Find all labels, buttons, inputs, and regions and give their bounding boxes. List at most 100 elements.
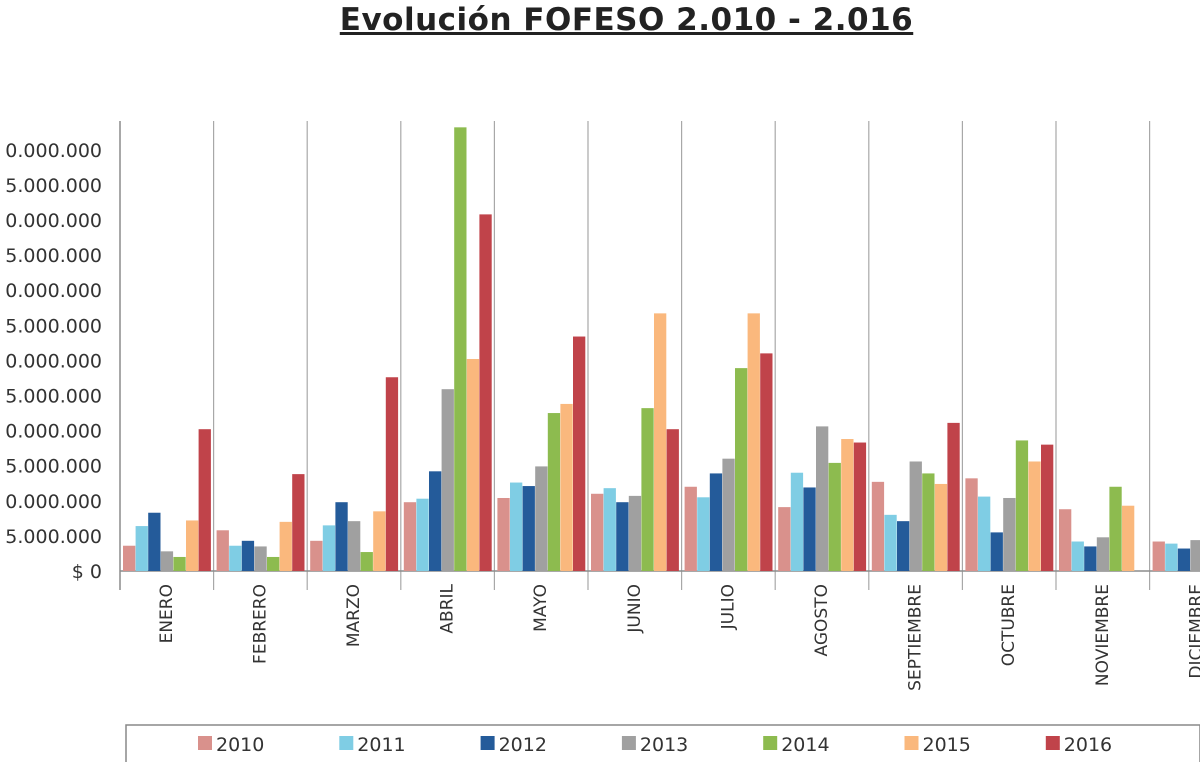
legend-label-2014: 2014 (781, 734, 829, 756)
bar-2012-noviembre (1084, 546, 1097, 571)
legend-swatch-2016 (1045, 736, 1060, 750)
bar-2014-abril (454, 127, 467, 571)
bar-2016-julio (760, 353, 773, 571)
legend-box (125, 724, 1200, 762)
y-tick-label: 5.000.000 (5, 245, 102, 267)
bar-2014-febrero (267, 556, 280, 571)
bar-2013-julio (722, 458, 735, 571)
bar-2010-enero (123, 545, 136, 571)
legend-swatch-2010 (198, 736, 212, 750)
bar-2012-junio (616, 502, 629, 571)
x-tick-label: OCTUBRE (999, 584, 1019, 666)
bar-2011-marzo (322, 525, 336, 571)
bar-2011-mayo (510, 482, 523, 571)
legend-label-2016: 2016 (1064, 734, 1112, 756)
bar-2012-septiembre (897, 521, 910, 571)
bar-2010-agosto (778, 507, 791, 571)
bar-2015-octubre (1028, 461, 1041, 571)
y-tick-label: 5.000.000 (5, 456, 102, 478)
bar-2013-septiembre (909, 461, 922, 571)
bar-2013-febrero (254, 546, 267, 571)
bar-2011-abril (416, 498, 429, 571)
bar-2016-enero (198, 429, 211, 571)
y-tick-label: 0.000.000 (5, 491, 102, 513)
legend-swatch-2013 (621, 736, 636, 750)
bar-2014-octubre (1015, 440, 1029, 571)
bars (123, 127, 1200, 571)
bar-2014-noviembre (1109, 486, 1122, 571)
legend-swatch-2011 (339, 736, 354, 750)
bar-2011-junio (603, 488, 616, 571)
y-tick-label: 0.000.000 (5, 140, 102, 162)
x-tick-label: DICIEMBRE (1186, 584, 1200, 679)
bar-2015-septiembre (934, 483, 948, 571)
x-tick-label: MARZO (344, 584, 364, 647)
x-tick-label: JUNIO (625, 584, 645, 634)
bar-2011-octubre (978, 496, 991, 571)
bar-2010-junio (591, 493, 604, 571)
y-tick-label: 0.000.000 (5, 210, 102, 232)
bar-2014-julio (735, 368, 748, 571)
bar-2010-marzo (310, 540, 323, 571)
bar-2011-noviembre (1071, 541, 1084, 571)
y-tick-label: 5.000.000 (5, 175, 102, 197)
bar-2010-mayo (497, 497, 510, 571)
y-tick-label: $ 0 (72, 561, 102, 583)
bar-2014-mayo (547, 413, 561, 571)
y-tick-label: 0.000.000 (5, 350, 102, 372)
bar-2015-julio (747, 313, 760, 571)
bar-2015-junio (654, 313, 667, 571)
bar-2016-febrero (292, 474, 305, 571)
bar-2012-julio (709, 473, 723, 571)
bar-2012-mayo (522, 486, 535, 571)
bar-2012-diciembre (1177, 548, 1191, 571)
x-tick-label: JULIO (718, 584, 738, 630)
bar-2012-enero (148, 512, 161, 571)
bar-2016-septiembre (947, 422, 960, 571)
legend-label-2013: 2013 (640, 734, 688, 756)
grid-layer (119, 121, 1200, 590)
bar-2011-febrero (229, 545, 242, 571)
bar-2011-septiembre (884, 514, 897, 571)
y-tick-label: 5.000.000 (5, 526, 102, 548)
bar-2010-octubre (965, 478, 978, 571)
bar-2012-marzo (335, 502, 348, 571)
bar-2014-septiembre (922, 473, 935, 571)
bar-2010-julio (684, 486, 697, 571)
bar-2015-febrero (279, 521, 292, 571)
bar-2010-septiembre (871, 481, 885, 571)
x-tick-label: NOVIEMBRE (1093, 584, 1113, 686)
legend: 2010 2011 2012 2013 2014 2015 2016 (125, 724, 1200, 762)
x-tick-label: ENERO (157, 584, 177, 643)
legend-label-2011: 2011 (357, 734, 405, 756)
bar-2016-octubre (1041, 444, 1054, 571)
bar-2012-octubre (990, 532, 1003, 571)
bar-2016-marzo (385, 377, 399, 571)
bar-2015-enero (186, 520, 199, 571)
legend-swatch-2015 (904, 736, 919, 750)
bar-2016-mayo (573, 336, 586, 571)
bar-2010-abril (403, 502, 417, 571)
bar-2013-agosto (816, 426, 829, 571)
legend-label-2010: 2010 (216, 734, 264, 756)
bar-2015-agosto (841, 439, 854, 571)
bar-2013-abril (441, 389, 454, 571)
chart-title: Evolución FOFESO 2.010 - 2.016 (339, 2, 914, 38)
bar-2015-mayo (560, 403, 573, 571)
bar-2012-agosto (803, 487, 816, 571)
bar-2012-abril (429, 471, 442, 571)
bar-2014-enero (173, 556, 186, 571)
y-tick-label: 0.000.000 (5, 421, 102, 443)
x-tick-label: SEPTIEMBRE (906, 584, 926, 691)
legend-swatch-2014 (763, 736, 778, 750)
bar-2010-noviembre (1059, 509, 1072, 571)
bar-2013-marzo (348, 521, 361, 571)
y-tick-label: 0.000.000 (5, 280, 102, 302)
bar-2010-diciembre (1152, 541, 1165, 571)
bar-2015-abril (466, 358, 480, 571)
bar-2013-octubre (1003, 497, 1016, 571)
bar-2013-diciembre (1190, 540, 1200, 571)
bar-2013-junio (628, 495, 642, 571)
bar-2012-febrero (241, 540, 255, 571)
